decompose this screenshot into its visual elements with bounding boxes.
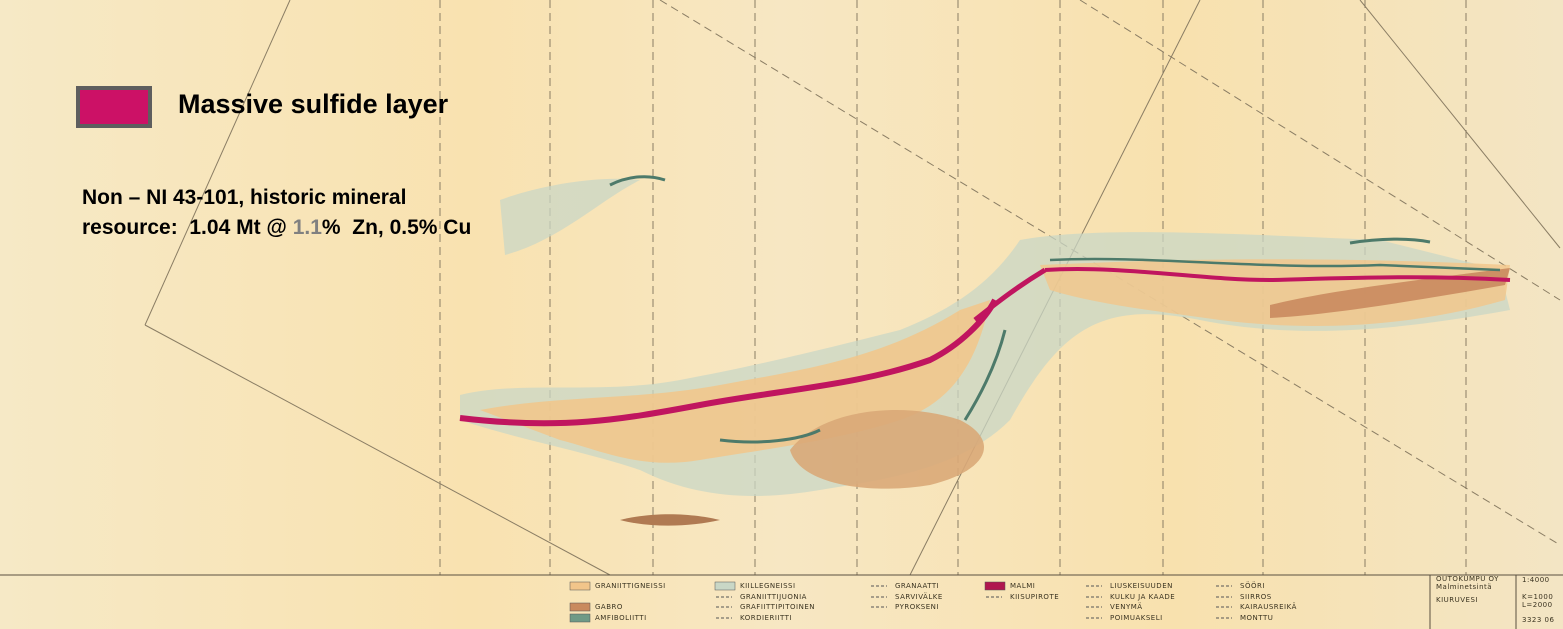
legend-item: VENYMÄ	[1110, 602, 1143, 611]
legend-item: GABRO	[595, 603, 623, 611]
legend-item: SARVIVÄLKE	[895, 592, 943, 601]
legend-item: GRANIITTIJUONIA	[740, 593, 807, 601]
resource-suffix: % Zn, 0.5% Cu	[322, 216, 471, 239]
legend-swatch	[78, 88, 150, 126]
legend-item: KIILLEGNEISSI	[740, 582, 796, 590]
legend-item: SÖÖRI	[1240, 581, 1265, 590]
resource-prefix: resource: 1.04 Mt @	[82, 216, 293, 239]
legend-item: GRAFIITTIPITOINEN	[740, 603, 815, 611]
legend-swatch	[570, 603, 590, 611]
department: Malminetsintä	[1436, 583, 1492, 591]
k-value: K=1000	[1522, 593, 1553, 601]
resource-line-1: Non – NI 43-101, historic mineral	[82, 186, 406, 210]
legend-item: GRANIITTIGNEISSI	[595, 582, 666, 590]
legend-item: LIUSKEISUUDEN	[1110, 582, 1173, 590]
legend-label: Massive sulfide layer	[178, 89, 448, 120]
scale: 1:4000	[1522, 576, 1550, 584]
zinc-grade: 1.1	[293, 216, 322, 239]
legend-item: KORDIERIITTI	[740, 614, 792, 622]
legend-swatch	[715, 582, 735, 590]
legend-item: MONTTU	[1240, 614, 1273, 622]
resource-line-2: resource: 1.04 Mt @ 1.1% Zn, 0.5% Cu	[82, 216, 471, 240]
legend-item: KIISUPIROTE	[1010, 593, 1059, 601]
legend-item: AMFIBOLIITTI	[595, 614, 647, 622]
legend-item: PYROKSENI	[895, 603, 939, 611]
legend-swatch	[985, 582, 1005, 590]
l-value: L=2000	[1522, 601, 1553, 609]
legend-swatch	[570, 614, 590, 622]
sheet-number: 3323 06	[1522, 616, 1554, 624]
legend-item: KAIRAUSREIKÄ	[1240, 602, 1297, 611]
legend-item: POIMUAKSELI	[1110, 614, 1163, 622]
legend-item: GRANAATTI	[895, 582, 939, 590]
legend-item: KULKU JA KAADE	[1110, 593, 1175, 601]
company: OUTOKUMPU OY	[1436, 575, 1499, 583]
legend-swatch	[570, 582, 590, 590]
map-page: GRANIITTIGNEISSI GABRO AMFIBOLIITTI KIILLEG…	[0, 0, 1563, 629]
legend-item: SIIRROS	[1240, 593, 1272, 601]
place: KIURUVESI	[1436, 596, 1478, 604]
legend-item: MALMI	[1010, 582, 1035, 590]
